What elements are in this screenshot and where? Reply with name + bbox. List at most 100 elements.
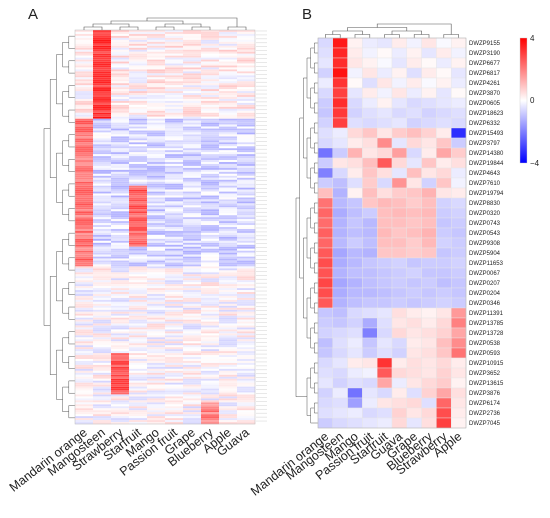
heatmap-cell <box>219 254 238 257</box>
heatmap-cell <box>347 67 363 79</box>
heatmap-cell <box>183 163 202 167</box>
heatmap-cell <box>147 400 166 403</box>
heatmap-cell <box>129 199 148 202</box>
heatmap-cell <box>201 254 220 257</box>
heatmap-cell <box>111 406 130 409</box>
heatmap-cell <box>129 364 148 368</box>
heatmap-cell <box>201 337 220 340</box>
heatmap-cell <box>75 313 94 316</box>
heatmap-cell <box>111 47 130 50</box>
heatmap-cell <box>111 244 130 247</box>
heatmap-cell <box>201 116 220 119</box>
heatmap-cell <box>129 252 148 255</box>
heatmap-cell <box>111 100 130 104</box>
heatmap-cell <box>129 213 148 216</box>
heatmap-cell <box>436 287 452 299</box>
heatmap-cell <box>219 295 238 299</box>
heatmap-cell <box>129 53 148 56</box>
heatmap-cell <box>165 83 184 86</box>
heatmap-cell <box>237 213 256 216</box>
heatmap-cell <box>147 420 166 423</box>
heatmap-cell <box>201 420 220 423</box>
heatmap-cell <box>147 106 166 110</box>
heatmap-cell <box>111 321 130 324</box>
heatmap-cell <box>237 126 256 129</box>
dendrogram-branch <box>62 288 69 314</box>
heatmap-cell <box>75 39 94 43</box>
heatmap-cell <box>165 353 184 356</box>
panel-a-row-dendrogram <box>43 35 75 419</box>
heatmap-cell <box>165 303 184 307</box>
dendrogram-branch <box>92 23 130 27</box>
heatmap-cell <box>93 191 112 194</box>
heatmap-cell <box>183 75 202 78</box>
heatmap-cell <box>147 37 166 41</box>
heatmap-cell <box>219 43 238 47</box>
heatmap-cell <box>237 400 256 403</box>
heatmap-cell <box>451 337 467 349</box>
heatmap-cell <box>421 327 437 339</box>
heatmap-cell <box>219 268 238 271</box>
heatmap-cell <box>129 126 148 129</box>
heatmap-cell <box>237 252 256 255</box>
heatmap-cell <box>391 177 408 189</box>
heatmap-cell <box>436 207 452 219</box>
heatmap-cell <box>93 219 112 222</box>
heatmap-cell <box>129 57 148 60</box>
heatmap-cell <box>237 61 256 64</box>
heatmap-cell <box>75 333 94 336</box>
heatmap-cell <box>93 394 112 397</box>
heatmap-cell <box>201 114 220 117</box>
heatmap-cell <box>165 264 184 267</box>
heatmap-cell <box>93 158 112 161</box>
heatmap-cell <box>201 327 220 330</box>
dendrogram-branch <box>62 140 69 166</box>
dendrogram-branch <box>295 197 307 397</box>
heatmap-cell <box>219 362 238 366</box>
heatmap-cell <box>219 408 238 411</box>
heatmap-cell <box>165 400 184 403</box>
heatmap-cell <box>165 252 184 255</box>
heatmap-cell <box>165 87 184 90</box>
heatmap-cell <box>347 177 363 189</box>
heatmap-cell <box>75 364 94 368</box>
heatmap-cell <box>219 410 238 413</box>
heatmap-cell <box>75 390 94 393</box>
heatmap-cell <box>165 360 184 364</box>
heatmap-cell <box>165 112 184 116</box>
heatmap-cell <box>147 372 166 376</box>
heatmap-cell <box>201 309 220 313</box>
heatmap-cell <box>421 47 437 59</box>
heatmap-cell <box>219 384 238 387</box>
heatmap-cell <box>183 167 202 171</box>
heatmap-cell <box>75 122 94 125</box>
heatmap-cell <box>93 258 112 261</box>
dendrogram-branch <box>68 159 75 172</box>
heatmap-cell <box>237 305 256 309</box>
heatmap-cell <box>75 394 94 397</box>
heatmap-cell <box>111 85 130 88</box>
heatmap-cell <box>237 337 256 340</box>
heatmap-cell <box>129 299 148 303</box>
heatmap-cell <box>111 219 130 222</box>
heatmap-cell <box>183 274 202 277</box>
heatmap-cell <box>183 242 202 246</box>
heatmap-cell <box>75 95 94 98</box>
heatmap-cell <box>165 65 184 68</box>
heatmap-cell <box>147 378 166 381</box>
heatmap-cell <box>451 277 467 289</box>
heatmap-cell <box>237 77 256 80</box>
heatmap-cell <box>147 317 166 320</box>
heatmap-cell <box>317 127 334 139</box>
heatmap-cell <box>75 53 94 56</box>
heatmap-cell <box>93 167 112 171</box>
heatmap-cell <box>332 47 348 59</box>
heatmap-cell <box>93 256 112 259</box>
heatmap-cell <box>111 262 130 265</box>
heatmap-cell <box>75 370 94 374</box>
heatmap-cell <box>183 57 202 60</box>
heatmap-cell <box>237 114 256 117</box>
heatmap-cell <box>75 268 94 271</box>
heatmap-cell <box>237 165 256 169</box>
heatmap-cell <box>93 57 112 60</box>
